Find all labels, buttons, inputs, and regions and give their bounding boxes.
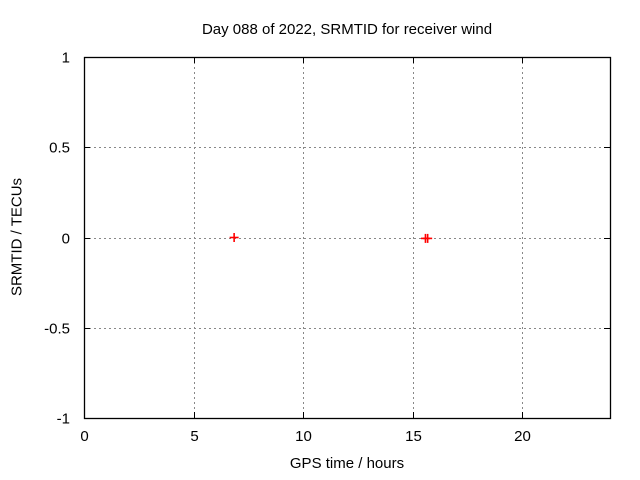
x-tick-label: 5 xyxy=(190,428,198,445)
x-axis-label: GPS time / hours xyxy=(289,455,405,472)
y-tick-label: -0.5 xyxy=(44,321,70,338)
x-tick-label: 20 xyxy=(514,428,531,445)
y-tick-label: 1 xyxy=(62,50,70,67)
plot-border xyxy=(83,56,612,420)
chart-title: Day 088 of 2022, SRMTID for receiver win… xyxy=(201,21,493,38)
x-tick-label: 15 xyxy=(405,428,422,445)
y-tick-label: 0 xyxy=(62,231,70,248)
y-tick-label: 0.5 xyxy=(49,140,70,157)
x-tick-label: 10 xyxy=(295,428,312,445)
y-tick-label: -1 xyxy=(57,411,70,428)
x-tick-label: 0 xyxy=(80,428,88,445)
